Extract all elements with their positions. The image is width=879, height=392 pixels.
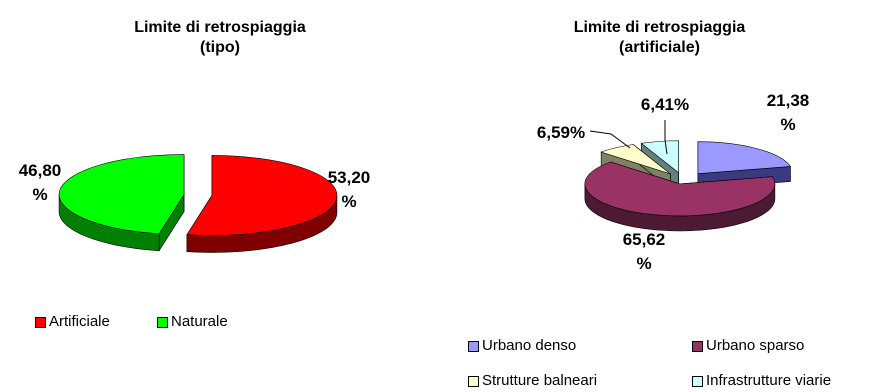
pie-slice-urbano-sparso: [584, 161, 776, 232]
legend-item-artificiale: Artificiale: [35, 313, 110, 331]
legend-swatch-urbano-sparso: [692, 340, 703, 352]
legend-label: Infrastrutture viarie: [706, 372, 832, 389]
data-label-line: 6,41%: [641, 95, 689, 114]
legend-swatch-naturale: [157, 316, 168, 328]
legend-item-strutture-balneari: Strutture balneari: [468, 372, 597, 390]
data-label: 6,41%: [641, 95, 689, 114]
pie-slice-artificiale: [186, 155, 338, 253]
legend-swatch-infrastrutture-viarie: [692, 375, 703, 387]
pie-plot-tipo: 53,20 %46,80%: [19, 154, 371, 253]
data-label-line: %: [636, 254, 651, 273]
legend-item-naturale: Naturale: [157, 313, 228, 331]
legend-swatch-urbano-denso: [468, 340, 479, 352]
data-label: 6,59%: [537, 123, 585, 142]
pie-slice-naturale: [58, 154, 185, 252]
data-label: 65,62%: [623, 230, 666, 273]
slice-top: [58, 154, 185, 235]
slice-top: [584, 161, 776, 217]
data-label-line: 65,62: [623, 230, 666, 249]
data-label-line: %: [780, 115, 795, 134]
legend-item-urbano-sparso: Urbano sparso: [692, 337, 804, 355]
slice-top: [186, 155, 338, 236]
legend-label: Naturale: [171, 313, 228, 330]
legend-label: Strutture balneari: [482, 372, 598, 389]
data-label: 53,20%: [328, 168, 371, 211]
pie-chart-tipo: Limite di retrospiaggia (tipo) 53,20% 46,…: [19, 19, 371, 331]
data-label-line: %: [32, 185, 47, 204]
legend-swatch-artificiale: [35, 316, 46, 328]
slice-top: [600, 144, 671, 175]
data-label-line: 6,59%: [537, 123, 585, 142]
data-label: 21,38%: [767, 91, 810, 134]
pie-chart-artificiale: Limite di retrospiaggia (artificiale) 21…: [440, 0, 879, 392]
chart-title: Limite di retrospiaggia (artificiale): [573, 19, 746, 56]
legend-label: Artificiale: [49, 313, 110, 330]
data-label-line: %: [341, 192, 356, 211]
data-label-line: 46,80: [19, 161, 62, 180]
data-label: 46,80%: [19, 161, 62, 204]
legend-label: Urbano sparso: [706, 337, 805, 354]
pie-slices: [58, 154, 338, 253]
leader-line: [589, 130, 631, 149]
legend-swatch-strutture-balneari: [468, 375, 479, 387]
pie-plot-artificiale: 21,38 %65,62 %6,59%6,41%: [537, 91, 810, 273]
legend-item-urbano-denso: Urbano denso: [468, 337, 576, 355]
data-label-line: 53,20: [328, 168, 371, 187]
data-label-line: 21,38: [767, 91, 810, 110]
slice-top: [697, 141, 792, 174]
legend-label: Urbano denso: [482, 337, 577, 354]
pie-slices: [584, 140, 792, 232]
chart-title: Limite di retrospiaggia (tipo): [134, 19, 306, 56]
slice-top: [640, 140, 679, 174]
legend-item-infrastrutture-viarie: Infrastrutture viarie: [692, 372, 831, 390]
leader-line: [664, 120, 668, 155]
